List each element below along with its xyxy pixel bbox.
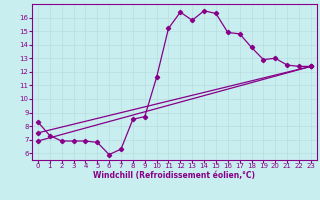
X-axis label: Windchill (Refroidissement éolien,°C): Windchill (Refroidissement éolien,°C) — [93, 171, 255, 180]
